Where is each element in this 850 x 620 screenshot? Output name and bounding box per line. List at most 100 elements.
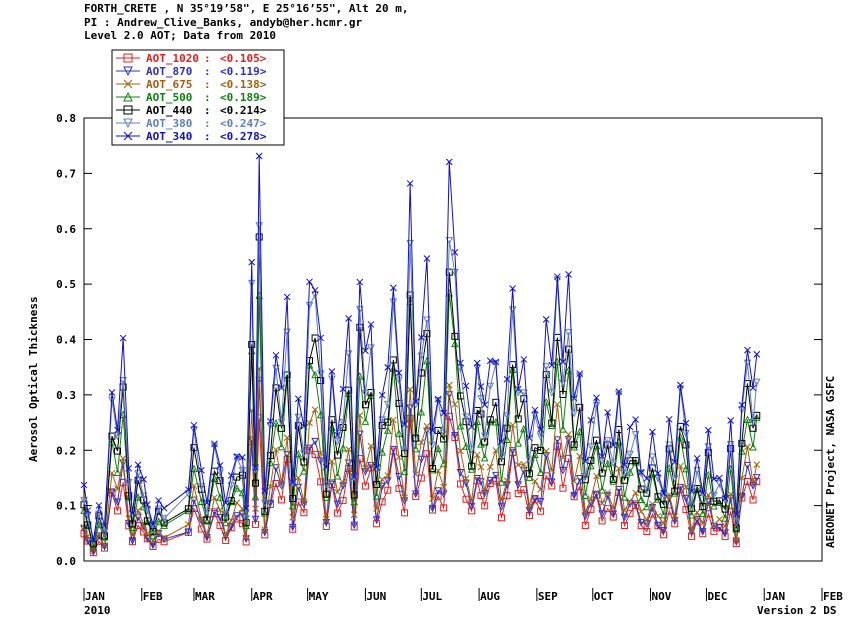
data-point xyxy=(581,508,589,516)
data-point xyxy=(620,513,629,522)
x-tick-label: NOV xyxy=(652,590,672,603)
data-point xyxy=(80,496,88,505)
data-point xyxy=(83,521,92,530)
data-point xyxy=(128,523,137,532)
data-point xyxy=(477,410,485,418)
data-point xyxy=(497,452,506,461)
data-point xyxy=(682,430,690,438)
data-point xyxy=(727,417,735,424)
data-point xyxy=(749,479,757,487)
legend-colon: : xyxy=(204,65,211,78)
data-point xyxy=(559,466,567,475)
data-point xyxy=(261,526,269,533)
data-point xyxy=(144,501,151,508)
data-point xyxy=(412,471,420,478)
data-point xyxy=(439,490,448,499)
data-point xyxy=(350,491,358,499)
data-point xyxy=(721,495,729,502)
data-point xyxy=(434,487,442,495)
data-point xyxy=(384,472,392,479)
data-point xyxy=(581,521,589,529)
data-point xyxy=(227,497,236,505)
data-point xyxy=(328,480,336,488)
data-point xyxy=(749,418,757,427)
legend-colon: : xyxy=(204,78,211,91)
data-point xyxy=(654,521,662,530)
data-point xyxy=(456,421,465,430)
data-point xyxy=(423,255,431,262)
data-point xyxy=(252,505,259,513)
data-point xyxy=(300,458,308,466)
data-point xyxy=(395,369,403,377)
data-point xyxy=(632,457,640,465)
data-point xyxy=(744,443,751,451)
data-point xyxy=(451,432,459,440)
data-point xyxy=(113,468,122,476)
data-point xyxy=(242,504,250,512)
data-point xyxy=(693,516,701,524)
data-point xyxy=(428,465,437,474)
data-point xyxy=(738,439,746,447)
legend-mean: <0.189> xyxy=(220,91,267,104)
data-point xyxy=(537,486,544,493)
data-point xyxy=(272,418,280,427)
data-point xyxy=(497,478,506,486)
data-point xyxy=(154,517,163,525)
data-point xyxy=(721,505,729,513)
data-point xyxy=(581,476,589,484)
data-point xyxy=(334,431,341,439)
data-point xyxy=(384,363,392,371)
data-point xyxy=(498,496,505,504)
legend-colon: : xyxy=(204,91,211,104)
data-point xyxy=(149,521,157,528)
data-point xyxy=(345,315,352,322)
data-point xyxy=(467,446,476,454)
data-point xyxy=(716,474,723,482)
data-point xyxy=(311,450,319,458)
data-point xyxy=(328,368,336,375)
data-point xyxy=(411,490,420,499)
data-point xyxy=(278,479,285,487)
data-point xyxy=(134,492,142,501)
data-point xyxy=(587,443,595,451)
data-point xyxy=(119,455,127,462)
data-point xyxy=(508,447,517,455)
x-tick-label: MAR xyxy=(195,590,215,603)
data-point xyxy=(480,453,489,462)
data-point xyxy=(744,346,751,354)
data-point xyxy=(486,416,494,424)
data-point xyxy=(462,382,470,390)
data-point xyxy=(554,400,561,408)
data-point xyxy=(520,424,528,433)
data-point xyxy=(456,480,464,488)
data-point xyxy=(339,443,347,452)
data-point xyxy=(406,180,414,187)
data-point xyxy=(125,492,133,500)
data-point xyxy=(289,478,297,486)
data-point xyxy=(233,484,241,492)
data-point xyxy=(289,514,297,521)
data-point xyxy=(372,492,381,500)
data-point xyxy=(251,515,260,524)
legend-colon: : xyxy=(204,104,211,117)
data-point xyxy=(621,461,628,469)
legend-label: AOT_675 xyxy=(146,78,192,91)
data-point xyxy=(631,458,640,466)
data-point xyxy=(239,453,246,461)
data-point xyxy=(198,466,205,474)
data-point xyxy=(609,477,618,485)
data-point xyxy=(108,389,116,396)
data-point xyxy=(559,454,567,462)
data-point xyxy=(721,522,729,530)
data-point xyxy=(356,278,364,286)
data-point xyxy=(128,520,136,528)
data-point xyxy=(468,462,476,470)
data-point xyxy=(598,500,606,507)
data-point xyxy=(643,486,651,495)
data-point xyxy=(129,510,136,517)
data-point xyxy=(216,477,224,485)
data-point xyxy=(222,531,229,539)
data-point xyxy=(417,407,426,416)
data-point xyxy=(548,482,556,490)
data-point xyxy=(468,423,475,431)
